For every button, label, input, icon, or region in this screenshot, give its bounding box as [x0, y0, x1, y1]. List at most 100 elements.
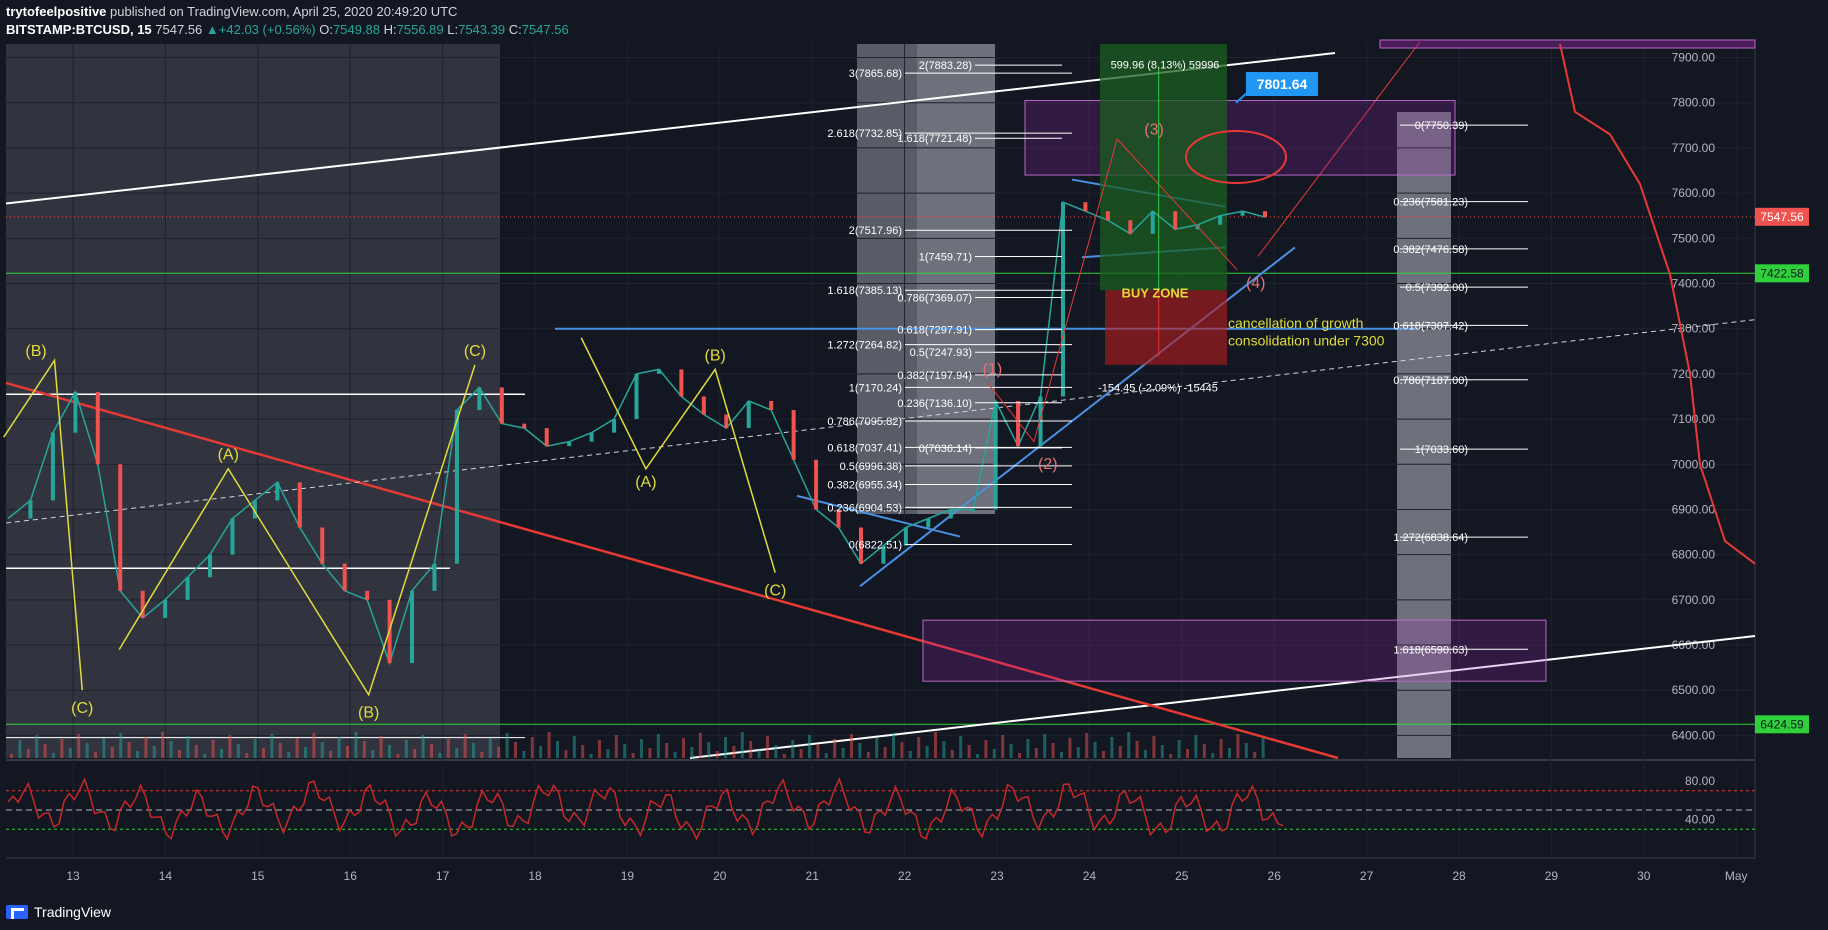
volume-bar	[690, 747, 694, 758]
support-level-tag	[1755, 715, 1809, 734]
volume-bar	[144, 737, 148, 758]
long-position-profit-zone	[1100, 44, 1227, 291]
fib-left-label: 3(7865.68)	[849, 68, 902, 80]
x-tick-label: 17	[436, 869, 450, 883]
volume-bar	[682, 738, 685, 758]
price-candle	[903, 527, 908, 546]
volume-bar	[354, 732, 358, 758]
price-candle	[342, 563, 347, 591]
volume-bar	[782, 754, 786, 758]
volume-bar	[1219, 739, 1223, 758]
x-tick-label: 18	[528, 869, 542, 883]
volume-bar	[875, 738, 879, 758]
wave-label: (4)	[1246, 275, 1266, 292]
symbol-label[interactable]: BITSTAMP:BTCUSD, 15	[6, 22, 152, 37]
y-tick-label: 7200.00	[1672, 367, 1716, 381]
y-tick-label: 7800.00	[1672, 96, 1716, 110]
price-candle	[275, 482, 280, 501]
volume-bar	[1177, 740, 1181, 758]
volume-bar	[35, 735, 39, 758]
wave-label: (B)	[25, 343, 46, 360]
price-candle	[589, 432, 594, 442]
wave-label: (C)	[71, 700, 93, 717]
x-tick-label: 27	[1360, 869, 1374, 883]
volume-bar	[161, 732, 165, 758]
volume-bar	[497, 747, 501, 758]
y-tick-label: 6800.00	[1672, 548, 1716, 562]
support-level-tag-label: 7422.58	[1760, 266, 1804, 280]
x-tick-label: 16	[344, 869, 358, 883]
price-candle	[769, 401, 774, 411]
fib-left-label: 0.618(7037.41)	[827, 442, 902, 454]
volume-bar	[1001, 735, 1005, 758]
volume-bar	[413, 749, 417, 758]
price-candle	[1083, 202, 1088, 212]
volume-bar	[665, 743, 669, 758]
author-name[interactable]: trytofeelpositive	[6, 4, 107, 19]
price-candle	[1173, 211, 1178, 230]
volume-bar	[984, 740, 988, 758]
price-candle	[1263, 211, 1267, 218]
volume-bar	[152, 746, 156, 758]
high-label: H:	[383, 22, 397, 37]
price-candle	[28, 500, 33, 519]
price-candle	[836, 509, 841, 528]
price-candle	[926, 518, 931, 528]
price-candle	[118, 464, 123, 591]
wave-label: (C)	[464, 343, 486, 360]
lower-trend-line	[689, 634, 1756, 759]
y-tick-label: 6500.00	[1672, 683, 1716, 697]
dashed-trend-line	[5, 319, 1756, 524]
volume-bar	[539, 746, 543, 758]
long-position-loss-zone	[1105, 290, 1227, 365]
volume-bar	[648, 748, 652, 758]
support-level-tag	[1755, 264, 1809, 283]
price-candle	[432, 563, 437, 591]
price-candle	[499, 387, 504, 424]
volume-bar	[337, 737, 341, 758]
volume-bar	[547, 732, 551, 758]
volume-bar	[110, 747, 114, 758]
volume-bar	[430, 744, 433, 758]
volume-bar	[346, 746, 349, 758]
volume-bar	[900, 742, 904, 758]
fib-left-label: 1(7170.24)	[849, 382, 902, 394]
price-candle	[971, 509, 976, 512]
price-candle	[634, 373, 639, 420]
volume-bar	[446, 739, 450, 758]
volume-bar	[1018, 753, 1021, 758]
price-candle	[477, 387, 482, 411]
x-tick-label: 24	[1083, 869, 1097, 883]
wave-label: (A)	[218, 447, 239, 464]
price-candle	[567, 441, 572, 447]
price-candle	[612, 419, 617, 433]
volume-bar	[614, 735, 618, 758]
lower-zone-box	[922, 619, 1547, 682]
volume-bar	[1051, 743, 1055, 758]
impulse-wave-path	[987, 137, 1238, 443]
brand-name[interactable]: TradingView	[34, 904, 112, 920]
target-zone-box	[1024, 99, 1456, 176]
volume-bar	[60, 739, 64, 758]
volume-bar	[228, 735, 232, 758]
price-candle	[679, 369, 684, 397]
shaded-zone-fib-right	[1397, 112, 1451, 758]
volume-bar	[136, 751, 139, 758]
price-candle	[858, 527, 863, 564]
volume-bar	[522, 751, 526, 758]
volume-bar	[589, 754, 593, 758]
volume-bar	[1202, 744, 1206, 758]
volume-bar	[127, 742, 131, 758]
osc-series-line	[7, 777, 1284, 841]
ohlc-bar: BITSTAMP:BTCUSD, 15 7547.56 ▲+42.03 (+0.…	[6, 22, 569, 37]
x-tick-label: 30	[1637, 869, 1651, 883]
price-candle	[230, 518, 235, 555]
fib-mid-label: 0.236(7136.10)	[897, 398, 972, 410]
price-candle	[746, 401, 751, 429]
fib-left-label: 0.786(7095.82)	[827, 416, 902, 428]
volume-bar	[1076, 747, 1080, 758]
price-candle	[185, 577, 190, 600]
price-candle	[1240, 211, 1245, 216]
volume-bar	[194, 745, 198, 758]
